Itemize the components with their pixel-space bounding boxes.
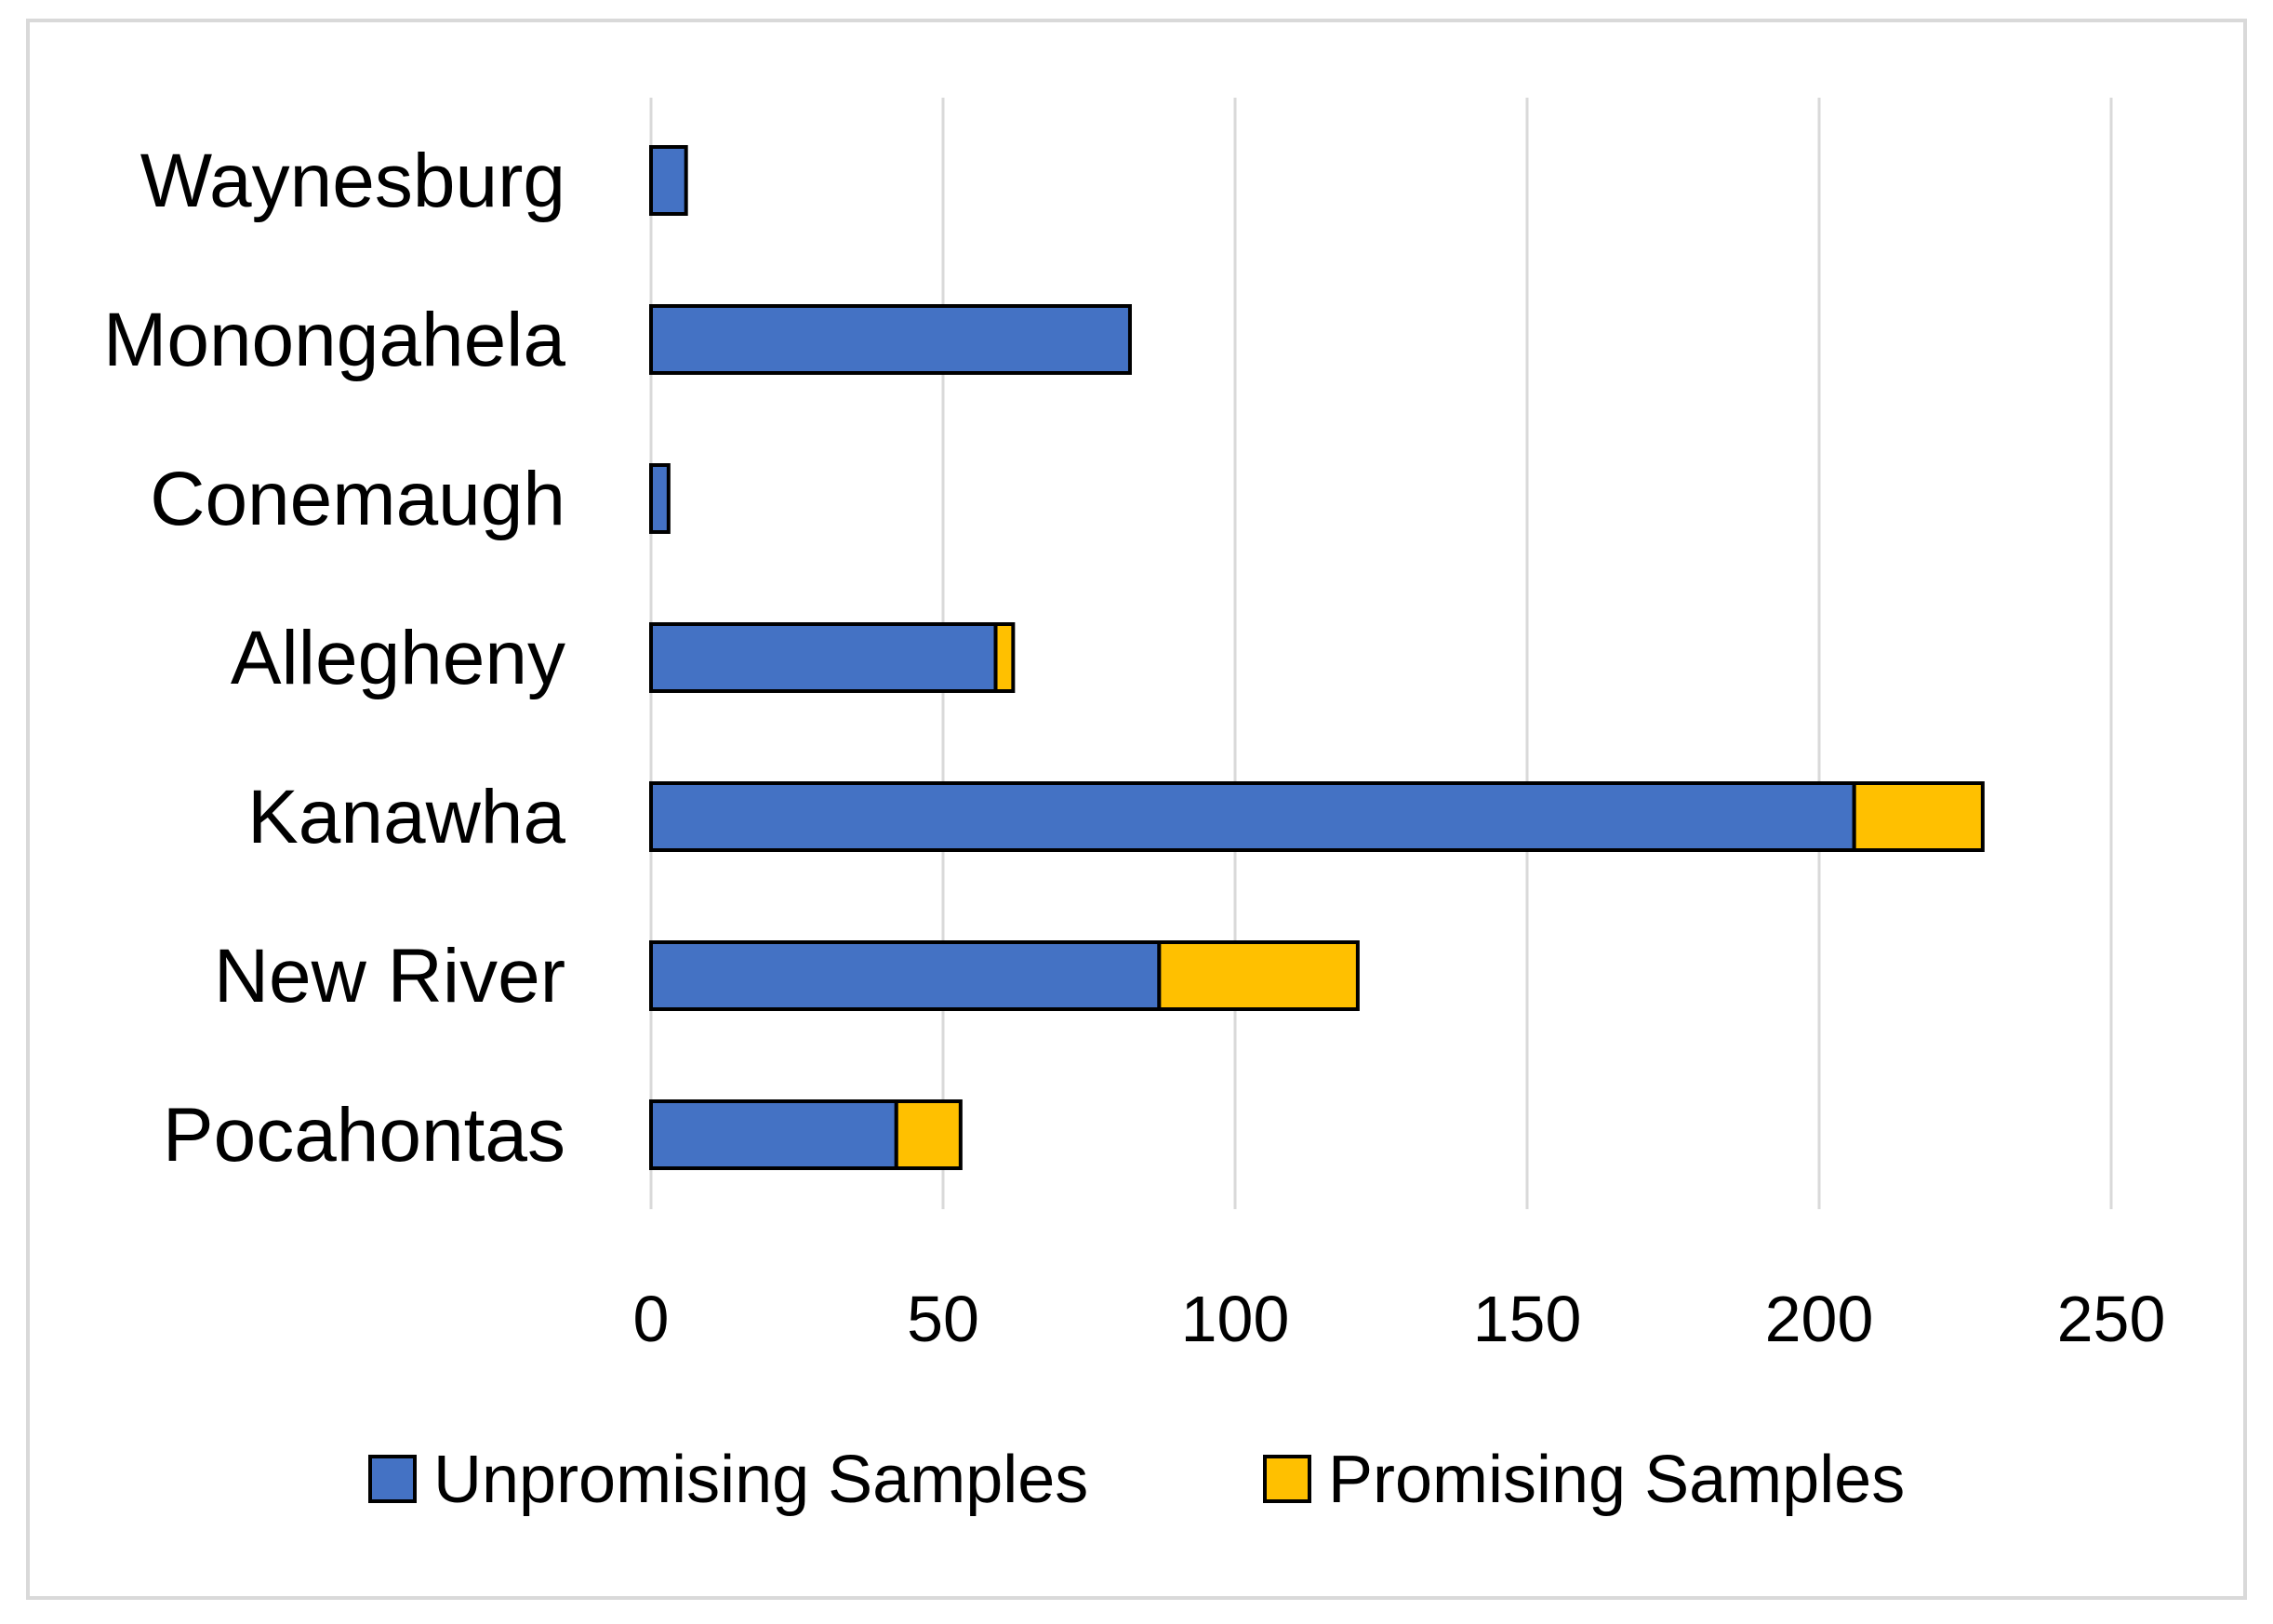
x-tick-label-100: 100	[1181, 1283, 1290, 1355]
category-label-monongahela: Monongahela	[103, 298, 565, 382]
category-label-waynesburg: Waynesburg	[140, 139, 565, 223]
legend-label-unpromising-samples: Unpromising Samples	[433, 1443, 1088, 1517]
bar-conemaugh-unpromising-samples	[649, 463, 671, 534]
bar-new-river-unpromising-samples	[649, 940, 1162, 1011]
bar-monongahela-unpromising-samples	[649, 304, 1132, 375]
bar-pocahontas-promising-samples	[894, 1099, 963, 1170]
category-labels: Waynesburg Monongahela Conemaugh Allegheny K…	[103, 139, 565, 1178]
bar-allegheny-unpromising-samples	[649, 622, 998, 693]
bar-kanawha-promising-samples	[1852, 781, 1985, 852]
category-label-pocahontas: Pocahontas	[163, 1093, 565, 1178]
bar-allegheny-promising-samples	[993, 622, 1016, 693]
legend-swatch-promising-samples	[1263, 1455, 1311, 1503]
legend: Unpromising Samples Promising Samples	[368, 1443, 1905, 1517]
category-label-allegheny: Allegheny	[231, 616, 565, 700]
legend-label-promising-samples: Promising Samples	[1328, 1443, 1905, 1517]
category-label-new-river: New River	[214, 934, 565, 1018]
x-tick-labels: 0 50 100 150 200 250	[633, 1283, 2166, 1355]
x-tick-label-250: 250	[2057, 1283, 2166, 1355]
x-tick-label-0: 0	[633, 1283, 670, 1355]
x-tick-label-50: 50	[907, 1283, 979, 1355]
bar-new-river-promising-samples	[1157, 940, 1360, 1011]
gridlines	[649, 98, 2113, 1209]
x-tick-label-150: 150	[1473, 1283, 1582, 1355]
bars	[649, 145, 1985, 1170]
legend-swatch-unpromising-samples	[368, 1455, 417, 1503]
bar-waynesburg-unpromising-samples	[649, 145, 688, 216]
bar-kanawha-unpromising-samples	[649, 781, 1856, 852]
category-label-kanawha: Kanawha	[247, 775, 565, 859]
category-label-conemaugh: Conemaugh	[150, 457, 565, 541]
x-tick-label-200: 200	[1765, 1283, 1874, 1355]
bar-pocahontas-unpromising-samples	[649, 1099, 898, 1170]
